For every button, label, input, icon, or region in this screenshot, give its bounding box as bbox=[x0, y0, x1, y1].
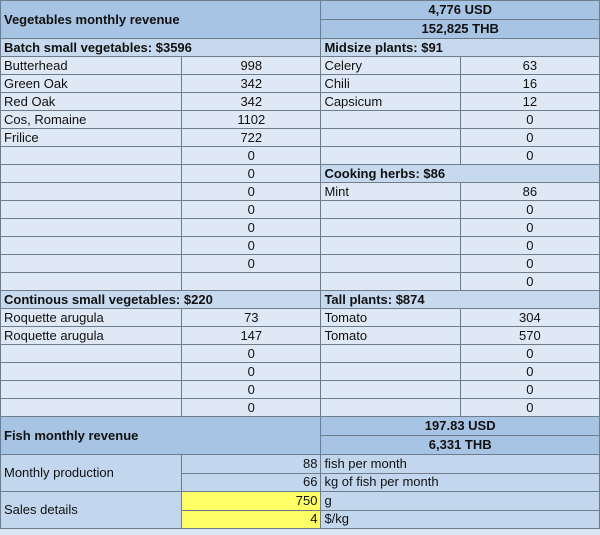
cell[interactable] bbox=[320, 110, 461, 129]
fish-per-month-value[interactable]: 88 bbox=[181, 454, 322, 474]
cell[interactable]: 0 bbox=[181, 146, 322, 165]
cell[interactable] bbox=[320, 344, 461, 363]
cell[interactable] bbox=[320, 254, 461, 273]
cell[interactable]: 0 bbox=[181, 236, 322, 255]
fish-weight-input[interactable]: 750 bbox=[181, 491, 322, 511]
cell[interactable] bbox=[320, 218, 461, 237]
cell[interactable]: 0 bbox=[181, 182, 322, 201]
cell[interactable]: 0 bbox=[459, 218, 600, 237]
monthly-production-label: Monthly production bbox=[0, 454, 183, 492]
cell[interactable]: Cos, Romaine bbox=[0, 110, 183, 129]
cell[interactable]: 304 bbox=[459, 308, 600, 327]
fish-price-unit: $/kg bbox=[320, 509, 600, 529]
tall-plants-header[interactable]: Tall plants: $874 bbox=[320, 290, 600, 309]
cell[interactable] bbox=[320, 200, 461, 219]
cell[interactable]: Red Oak bbox=[0, 92, 183, 111]
cell[interactable] bbox=[181, 272, 322, 291]
cell[interactable] bbox=[320, 380, 461, 399]
cell[interactable]: 998 bbox=[181, 56, 322, 75]
vegetables-total-thb[interactable]: 152,825 THB bbox=[320, 19, 600, 39]
cell[interactable]: 0 bbox=[181, 254, 322, 273]
fish-per-month-unit: fish per month bbox=[320, 454, 600, 474]
cell[interactable]: 16 bbox=[459, 74, 600, 93]
cell[interactable] bbox=[0, 398, 183, 417]
cell[interactable]: 0 bbox=[459, 146, 600, 165]
cell[interactable] bbox=[0, 344, 183, 363]
cooking-herbs-header[interactable]: Cooking herbs: $86 bbox=[320, 164, 600, 183]
cell[interactable]: Mint bbox=[320, 182, 461, 201]
cell[interactable]: 73 bbox=[181, 308, 322, 327]
cell[interactable] bbox=[0, 362, 183, 381]
cell[interactable]: Green Oak bbox=[0, 74, 183, 93]
sales-details-label: Sales details bbox=[0, 491, 183, 529]
cell[interactable] bbox=[0, 254, 183, 273]
cell[interactable]: 0 bbox=[459, 362, 600, 381]
cell[interactable]: 0 bbox=[459, 128, 600, 147]
cell[interactable] bbox=[320, 398, 461, 417]
cell[interactable]: 570 bbox=[459, 326, 600, 345]
cell[interactable]: 0 bbox=[459, 380, 600, 399]
cell[interactable]: 0 bbox=[181, 380, 322, 399]
cell[interactable] bbox=[0, 146, 183, 165]
cell[interactable]: 63 bbox=[459, 56, 600, 75]
cell[interactable]: 0 bbox=[181, 164, 322, 183]
fish-weight-unit: g bbox=[320, 491, 600, 511]
cell[interactable]: 86 bbox=[459, 182, 600, 201]
cell[interactable]: Celery bbox=[320, 56, 461, 75]
cell[interactable] bbox=[320, 362, 461, 381]
kg-per-month-value[interactable]: 66 bbox=[181, 472, 322, 492]
cell[interactable]: 0 bbox=[181, 398, 322, 417]
cell[interactable]: 0 bbox=[459, 398, 600, 417]
cell[interactable]: Butterhead bbox=[0, 56, 183, 75]
fish-total-thb[interactable]: 6,331 THB bbox=[320, 435, 600, 455]
cell[interactable]: 1102 bbox=[181, 110, 322, 129]
cell[interactable]: 0 bbox=[181, 344, 322, 363]
cell[interactable]: Chili bbox=[320, 74, 461, 93]
cell[interactable]: 0 bbox=[181, 218, 322, 237]
batch-small-header[interactable]: Batch small vegetables: $3596 bbox=[0, 38, 322, 57]
midsize-header[interactable]: Midsize plants: $91 bbox=[320, 38, 600, 57]
cell[interactable]: Tomato bbox=[320, 308, 461, 327]
kg-per-month-unit: kg of fish per month bbox=[320, 472, 600, 492]
fish-price-input[interactable]: 4 bbox=[181, 509, 322, 529]
cell[interactable]: 342 bbox=[181, 92, 322, 111]
cell[interactable]: 0 bbox=[459, 272, 600, 291]
continuous-small-header[interactable]: Continous small vegetables: $220 bbox=[0, 290, 322, 309]
cell[interactable] bbox=[0, 200, 183, 219]
cell[interactable] bbox=[0, 380, 183, 399]
cell[interactable]: 0 bbox=[459, 236, 600, 255]
vegetables-total-usd[interactable]: 4,776 USD bbox=[320, 0, 600, 20]
cell[interactable]: Capsicum bbox=[320, 92, 461, 111]
cell[interactable]: 0 bbox=[181, 200, 322, 219]
cell[interactable] bbox=[0, 272, 183, 291]
cell[interactable]: 0 bbox=[459, 110, 600, 129]
cell[interactable]: Tomato bbox=[320, 326, 461, 345]
cell[interactable] bbox=[0, 164, 183, 183]
fish-total-usd[interactable]: 197.83 USD bbox=[320, 416, 600, 436]
cell[interactable]: Roquette arugula bbox=[0, 308, 183, 327]
cell[interactable]: Roquette arugula bbox=[0, 326, 183, 345]
cell[interactable]: Frilice bbox=[0, 128, 183, 147]
cell[interactable]: 0 bbox=[459, 200, 600, 219]
cell[interactable] bbox=[320, 128, 461, 147]
cell[interactable] bbox=[320, 236, 461, 255]
cell[interactable]: 722 bbox=[181, 128, 322, 147]
vegetables-title: Vegetables monthly revenue bbox=[0, 0, 322, 39]
cell[interactable]: 147 bbox=[181, 326, 322, 345]
fish-title: Fish monthly revenue bbox=[0, 416, 322, 455]
cell[interactable]: 0 bbox=[181, 362, 322, 381]
cell[interactable]: 12 bbox=[459, 92, 600, 111]
cell[interactable] bbox=[0, 182, 183, 201]
cell[interactable]: 0 bbox=[459, 254, 600, 273]
cell[interactable] bbox=[0, 218, 183, 237]
cell[interactable] bbox=[320, 146, 461, 165]
cell[interactable] bbox=[0, 236, 183, 255]
cell[interactable]: 0 bbox=[459, 344, 600, 363]
cell[interactable]: 342 bbox=[181, 74, 322, 93]
cell[interactable] bbox=[320, 272, 461, 291]
